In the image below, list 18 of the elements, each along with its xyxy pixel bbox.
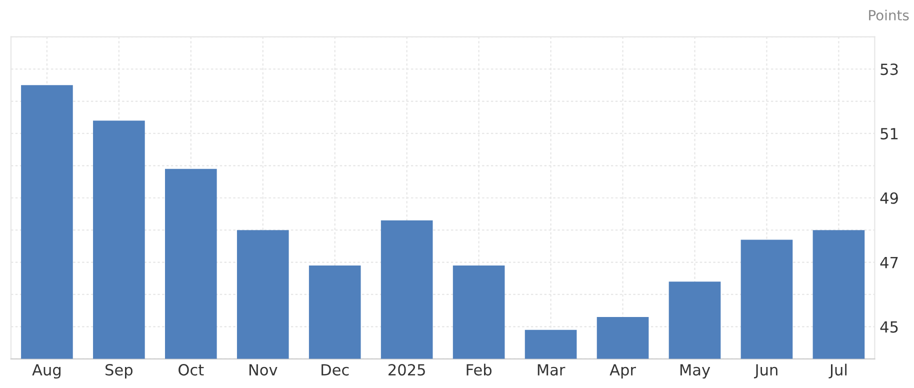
y-tick-label: 51 — [880, 128, 898, 140]
y-tick-label: 45 — [880, 321, 898, 333]
x-tick-label: Dec — [322, 364, 349, 376]
x-tick-label: Aug — [32, 364, 60, 379]
y-axis-title: Points — [869, 10, 909, 20]
x-tick-label: Nov — [249, 364, 278, 376]
x-tick-label: Apr — [610, 364, 636, 379]
y-tick-label: 47 — [880, 256, 898, 268]
x-tick-label: Feb — [466, 364, 492, 376]
x-tick-label: Jun — [754, 364, 778, 378]
x-tick-label: Oct — [178, 364, 204, 376]
x-tick-label: May — [680, 364, 710, 379]
y-tick-label: 53 — [880, 64, 898, 76]
x-tick-label: Jul — [828, 364, 846, 378]
y-tick-label: 49 — [880, 192, 898, 204]
x-tick-label: Sep — [106, 364, 132, 379]
x-tick-label: Mar — [538, 364, 566, 376]
x-tick-label: 2025 — [388, 364, 425, 376]
